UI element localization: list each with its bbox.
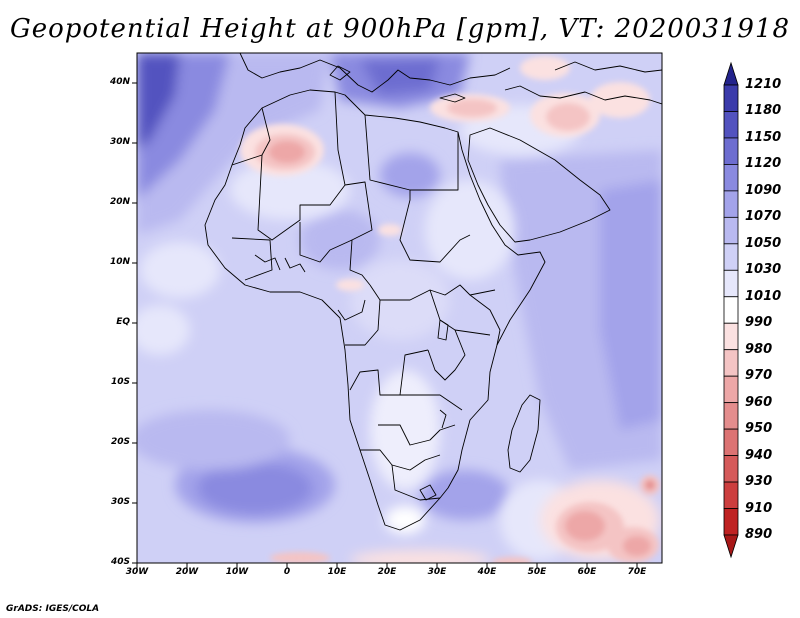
- height-field: [137, 53, 662, 563]
- longitude-label: 70E: [627, 567, 647, 577]
- colorbar: [723, 61, 739, 559]
- colorbar-swatch: [723, 481, 739, 509]
- colorbar-swatch: [723, 428, 739, 456]
- colorbar-swatch: [723, 216, 739, 245]
- colorbar-swatch: [723, 375, 739, 404]
- longitude-label: 60E: [577, 567, 597, 577]
- colorbar-swatch: [723, 137, 739, 165]
- colorbar-label: 930: [745, 474, 773, 490]
- colorbar-label: 890: [745, 527, 773, 542]
- coastlines: [204, 53, 662, 531]
- latitude-label: EQ: [116, 317, 130, 327]
- latitude-label: 40N: [109, 77, 130, 87]
- colorbar-bottom-arrow: [723, 534, 739, 559]
- colorbar-label: 970: [745, 368, 773, 384]
- colorbar-swatch: [723, 111, 739, 139]
- longitude-label: 10E: [327, 567, 347, 577]
- colorbar-swatch: [723, 349, 739, 377]
- colorbar-swatch: [723, 84, 739, 112]
- colorbar-label: 1010: [745, 288, 782, 304]
- colorbar-label: 950: [745, 421, 773, 437]
- colorbar-label: 1120: [745, 156, 782, 172]
- longitude-label: 20E: [377, 567, 397, 577]
- latitude-label: 30S: [110, 497, 130, 507]
- longitude-label: 30W: [125, 567, 149, 577]
- longitude-label: 10W: [225, 567, 249, 577]
- longitude-label: 20W: [175, 567, 199, 577]
- colorbar-swatch: [723, 243, 739, 271]
- colorbar-swatch: [723, 402, 739, 430]
- colorbar-swatch: [723, 269, 739, 298]
- latitude-label: 30N: [109, 137, 130, 147]
- grads-credit: GrADS: IGES/COLA: [6, 604, 100, 614]
- colorbar-label: 1150: [745, 129, 782, 145]
- colorbar-swatch: [723, 296, 739, 324]
- colorbar-label: 1050: [745, 235, 782, 251]
- colorbar-swatch: [723, 455, 739, 483]
- longitude-label: 50E: [527, 567, 547, 577]
- latitude-label: 40S: [110, 557, 130, 567]
- longitude-label: 30E: [427, 567, 447, 577]
- axis-ticks: [132, 82, 638, 568]
- colorbar-swatch: [723, 164, 739, 192]
- colorbar-label: 1180: [745, 103, 782, 119]
- latitude-label: 10S: [110, 377, 130, 387]
- colorbar-label: 940: [745, 447, 773, 463]
- colorbar-swatch: [723, 190, 739, 218]
- colorbar-label: 1090: [745, 182, 782, 198]
- map-frame: [136, 52, 663, 564]
- colorbar-label: 980: [745, 341, 773, 357]
- colorbar-label: 1210: [745, 77, 782, 92]
- latitude-label: 20N: [109, 197, 130, 207]
- longitude-label: 0: [283, 567, 291, 577]
- chart-title: Geopotential Height at 900hPa [gpm], VT:…: [9, 14, 791, 44]
- latitude-label: 10N: [109, 257, 130, 267]
- colorbar-label: 1070: [745, 209, 782, 225]
- colorbar-label: 1030: [745, 262, 782, 278]
- colorbar-label: 910: [745, 500, 773, 516]
- colorbar-swatch: [723, 322, 739, 351]
- longitude-label: 40E: [477, 567, 497, 577]
- latitude-label: 20S: [110, 437, 130, 447]
- colorbar-swatch: [723, 508, 739, 536]
- colorbar-label: 960: [745, 394, 773, 410]
- colorbar-label: 990: [745, 315, 773, 331]
- colorbar-top-arrow: [723, 61, 739, 86]
